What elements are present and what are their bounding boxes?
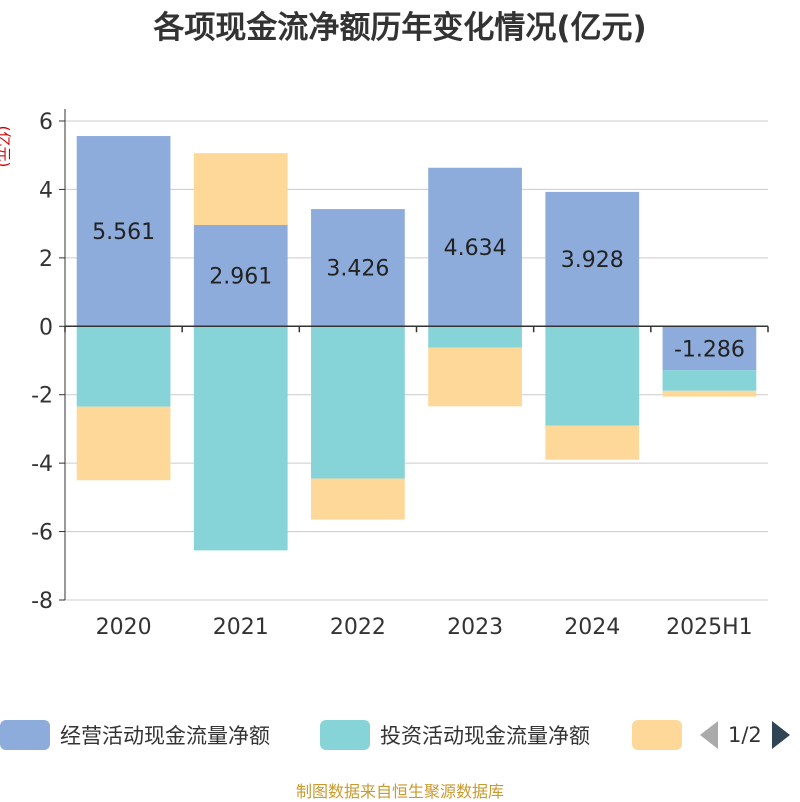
data-label: 3.426 [326, 257, 389, 282]
legend: 经营活动现金流量净额 投资活动现金流量净额 1/2 [0, 716, 800, 754]
axes: 6 4 2 0 -2 -4 -6 -8 2020 2021 2022 2023 2024 2025H1 [31, 109, 769, 640]
data-label: 3.928 [561, 248, 624, 273]
x-tick-label: 2023 [447, 615, 503, 640]
bar-series2 [193, 153, 288, 225]
data-source-note: 制图数据来自恒生聚源数据库 [295, 782, 504, 801]
data-labels: 5.561 2.961 3.426 4.634 3.928 -1.286 [92, 220, 745, 362]
bar-series0 [76, 136, 171, 327]
legend-item-operating[interactable]: 经营活动现金流量净额 [0, 716, 270, 754]
bar-series0 [428, 167, 522, 327]
bar-series0 [193, 224, 288, 327]
x-tick-label: 2021 [213, 615, 269, 640]
y-tick-label: -8 [31, 589, 53, 614]
bar-series0 [662, 326, 757, 371]
bar-series1 [662, 370, 757, 391]
bar-series2 [311, 478, 405, 520]
bar-series2 [545, 425, 640, 460]
chart-title: 各项现金流净额历年变化情况(亿元) [153, 10, 647, 46]
grid-lines [65, 120, 768, 601]
y-tick-label: -6 [31, 521, 53, 546]
bar-series1 [311, 326, 405, 479]
y-tick-label: -2 [31, 384, 53, 409]
x-tick-label: 2025H1 [666, 615, 753, 640]
data-label: 2.961 [209, 265, 272, 290]
bar-series0 [311, 209, 405, 327]
bar-series2 [76, 406, 171, 481]
pager-page-indicator: 1/2 [728, 723, 762, 747]
legend-item-financing[interactable] [632, 716, 682, 754]
bar-series2 [428, 347, 522, 407]
legend-pager: 1/2 [700, 716, 790, 754]
x-tick-label: 2022 [330, 615, 386, 640]
legend-swatch-financing [632, 720, 682, 750]
legend-swatch-investing [320, 720, 370, 750]
bars [76, 136, 757, 551]
y-tick-label: 2 [39, 247, 53, 272]
y-tick-label: 4 [39, 178, 53, 203]
pager-prev-icon[interactable] [700, 721, 718, 749]
bar-chart: 6 4 2 0 -2 -4 -6 -8 2020 2021 2022 2023 2024 2025H1 5… [31, 109, 769, 640]
bar-series0 [545, 191, 640, 327]
bar-series2 [662, 390, 757, 397]
bar-series1 [428, 326, 522, 348]
bar-series1 [193, 326, 288, 551]
legend-label-operating: 经营活动现金流量净额 [60, 724, 270, 748]
y-tick-label: 0 [39, 315, 53, 340]
x-tick-label: 2020 [96, 615, 152, 640]
legend-item-investing[interactable]: 投资活动现金流量净额 [320, 716, 590, 754]
data-label: 4.634 [444, 236, 507, 261]
pager-next-icon[interactable] [771, 721, 790, 749]
data-label: 5.561 [92, 220, 155, 245]
y-tick-label: 6 [39, 110, 53, 135]
bar-series1 [545, 326, 640, 426]
legend-swatch-operating [0, 720, 50, 750]
x-tick-label: 2024 [564, 615, 620, 640]
legend-label-investing: 投资活动现金流量净额 [380, 724, 590, 748]
bar-series1 [76, 326, 171, 407]
y-tick-label: -4 [31, 452, 53, 477]
data-label: -1.286 [674, 337, 745, 362]
